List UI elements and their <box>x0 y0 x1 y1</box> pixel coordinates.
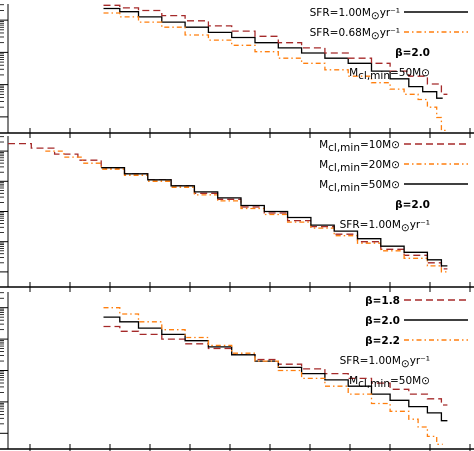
annotation-1-tail: yr⁻¹ <box>410 355 430 367</box>
annotation-2: Mcl,min=50M⊙ <box>349 67 430 82</box>
annotation-1-main: SFR=1.00M <box>340 355 401 367</box>
annotation-2-sub: ⊙ <box>401 222 410 234</box>
annotation-1: SFR=1.00M⊙yr⁻¹ <box>340 355 430 370</box>
series-2-line <box>103 316 448 422</box>
legend-label-3-tail: =50M⊙ <box>360 179 400 191</box>
annotation-1-main: β=2.0 <box>395 47 430 59</box>
legend-label-3: β=2.2 <box>365 335 400 347</box>
legend-label-1-tail: =10M⊙ <box>360 139 400 151</box>
annotation-2-tail: =50M⊙ <box>390 375 430 387</box>
annotation-1: β=2.0 <box>395 199 430 211</box>
legend-label-2-tail: yr⁻¹ <box>380 27 400 39</box>
legend-label-3-main: β=2.2 <box>365 335 400 347</box>
legend-label-2: Mcl,min=20M⊙ <box>319 159 400 174</box>
annotation-2-sub: cl,min <box>358 378 390 390</box>
legend-label-1: SFR=1.00M⊙yr⁻¹ <box>310 7 400 22</box>
annotation-1-main: β=2.0 <box>395 199 430 211</box>
legend-label-1: β=1.8 <box>365 295 400 307</box>
annotation-1: β=2.0 <box>395 47 430 59</box>
legend-label-1-tail: yr⁻¹ <box>380 7 400 19</box>
legend-label-2-main: M <box>319 159 328 171</box>
series-3-line <box>103 307 443 445</box>
annotation-2-main: M <box>349 375 358 387</box>
legend-label-2: SFR=0.68M⊙yr⁻¹ <box>310 27 400 42</box>
annotation-2-main: M <box>349 67 358 79</box>
legend-label-2-tail: =20M⊙ <box>360 159 400 171</box>
annotation-2: Mcl,min=50M⊙ <box>349 375 430 390</box>
legend-label-3-main: M <box>319 179 328 191</box>
series-1-line <box>103 7 443 99</box>
legend-label-1-main: SFR=1.00M <box>310 7 371 19</box>
legend-label-2-main: β=2.0 <box>365 315 400 327</box>
annotation-2: SFR=1.00M⊙yr⁻¹ <box>340 219 430 234</box>
series-1-line <box>103 325 448 406</box>
legend-label-3-sub: cl,min <box>328 182 360 194</box>
legend-label-1-sub: cl,min <box>328 142 360 154</box>
series-2-line <box>103 12 448 132</box>
annotation-2-main: SFR=1.00M <box>340 219 401 231</box>
panels: SFR=1.00M⊙yr⁻¹SFR=0.68M⊙yr⁻¹β=2.0Mcl,min… <box>0 4 474 451</box>
panel-1: SFR=1.00M⊙yr⁻¹SFR=0.68M⊙yr⁻¹β=2.0Mcl,min… <box>0 4 474 138</box>
legend-label-2-main: SFR=0.68M <box>310 27 371 39</box>
annotation-2-sub: cl,min <box>358 70 390 82</box>
legend-label-1-main: β=1.8 <box>365 295 400 307</box>
panel-2: Mcl,min=10M⊙Mcl,min=20M⊙Mcl,min=50M⊙β=2.… <box>0 136 474 292</box>
legend-label-3: Mcl,min=50M⊙ <box>319 179 400 194</box>
annotation-2-tail: yr⁻¹ <box>410 219 430 231</box>
annotation-2-tail: =50M⊙ <box>390 67 430 79</box>
legend-label-2: β=2.0 <box>365 315 400 327</box>
legend-label-2-sub: ⊙ <box>371 30 380 42</box>
legend-label-1-sub: ⊙ <box>371 10 380 22</box>
series-3-line <box>101 167 448 267</box>
annotation-1-sub: ⊙ <box>401 358 410 370</box>
series-2-line <box>45 150 448 273</box>
series-3-line <box>103 4 448 95</box>
panel-3: β=1.8 β=2.0 β=2.2 SFR=1.00M⊙yr⁻¹ Mcl,min=50M… <box>0 292 474 451</box>
legend-label-1: Mcl,min=10M⊙ <box>319 139 400 154</box>
legend-label-2-sub: cl,min <box>328 162 360 174</box>
legend-label-1-main: M <box>319 139 328 151</box>
